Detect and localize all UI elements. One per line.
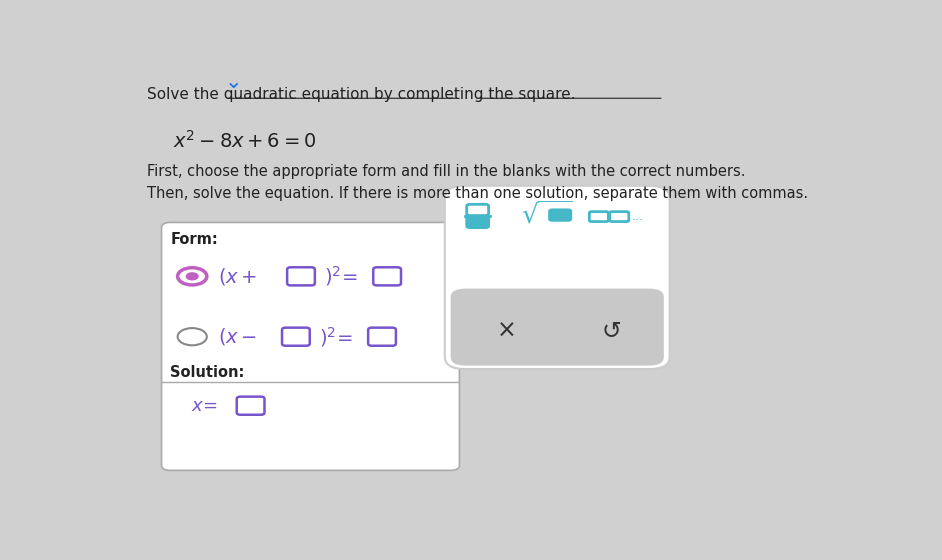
Text: $x\!=\!$: $x\!=\!$ <box>190 396 218 415</box>
FancyBboxPatch shape <box>549 209 571 221</box>
Text: ×: × <box>497 319 517 343</box>
FancyBboxPatch shape <box>373 267 401 286</box>
Text: Solution:: Solution: <box>171 365 245 380</box>
Text: $(x+$: $(x+$ <box>219 266 258 287</box>
FancyBboxPatch shape <box>236 396 265 415</box>
Text: $)^2\!=\!$: $)^2\!=\!$ <box>324 264 358 288</box>
Text: Form:: Form: <box>171 232 218 247</box>
FancyBboxPatch shape <box>590 212 609 222</box>
FancyBboxPatch shape <box>445 186 670 369</box>
Text: $x^2-8x+6=0$: $x^2-8x+6=0$ <box>172 130 316 152</box>
Text: ⌄: ⌄ <box>224 72 242 92</box>
FancyBboxPatch shape <box>287 267 315 286</box>
FancyBboxPatch shape <box>609 212 629 222</box>
FancyBboxPatch shape <box>368 328 396 346</box>
FancyBboxPatch shape <box>450 288 664 366</box>
FancyBboxPatch shape <box>282 328 310 346</box>
Text: $(x-$: $(x-$ <box>219 326 258 347</box>
Text: First, choose the appropriate form and fill in the blanks with the correct numbe: First, choose the appropriate form and f… <box>147 164 745 179</box>
Text: $)^2\!=\!$: $)^2\!=\!$ <box>318 325 352 349</box>
Text: ↺: ↺ <box>601 319 621 343</box>
Circle shape <box>187 273 198 280</box>
Text: $\sqrt{\quad}$: $\sqrt{\quad}$ <box>522 202 573 230</box>
Text: Solve the quadratic equation by completing the square.: Solve the quadratic equation by completi… <box>147 87 576 101</box>
FancyBboxPatch shape <box>162 222 460 470</box>
FancyBboxPatch shape <box>466 216 489 227</box>
FancyBboxPatch shape <box>466 204 489 216</box>
Text: ...: ... <box>632 211 643 223</box>
Text: Then, solve the equation. If there is more than one solution, separate them with: Then, solve the equation. If there is mo… <box>147 186 808 201</box>
